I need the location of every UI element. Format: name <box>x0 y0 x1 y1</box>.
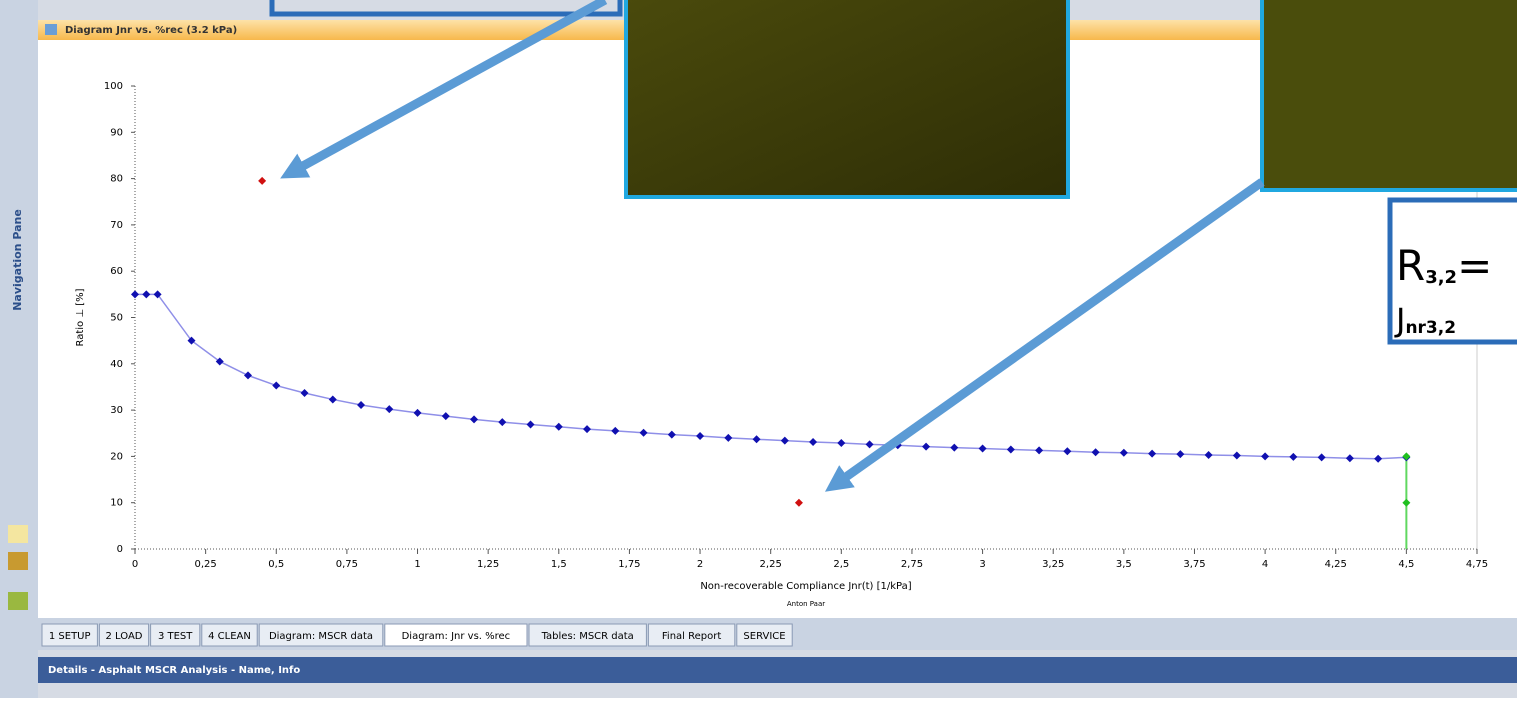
x-tick-label: 0,25 <box>194 559 216 570</box>
x-tick-label: 1,5 <box>551 559 567 570</box>
nav-icon[interactable] <box>8 552 28 570</box>
photo <box>1262 0 1517 190</box>
tab-label[interactable]: 3 TEST <box>158 631 193 642</box>
x-tick-label: 3,75 <box>1183 559 1205 570</box>
x-tick-label: 0,5 <box>268 559 284 570</box>
tab-label[interactable]: Tables: MSCR data <box>541 631 634 642</box>
nav-pane-label[interactable]: Navigation Pane <box>11 209 24 311</box>
y-tick-label: 80 <box>110 174 123 185</box>
tab-label[interactable]: Diagram: Jnr vs. %rec <box>402 631 511 642</box>
y-tick-label: 40 <box>110 359 123 370</box>
tab-label[interactable]: Diagram: MSCR data <box>269 631 373 642</box>
window-icon <box>45 24 57 35</box>
x-tick-label: 1 <box>414 559 420 570</box>
tab-label[interactable]: SERVICE <box>743 631 785 642</box>
x-tick-label: 3,25 <box>1042 559 1064 570</box>
x-tick-label: 4,25 <box>1325 559 1347 570</box>
y-tick-label: 90 <box>110 127 123 138</box>
tab-label[interactable]: 4 CLEAN <box>208 631 251 642</box>
tab-label[interactable]: Final Report <box>662 631 721 642</box>
y-tick-label: 10 <box>110 498 123 509</box>
y-tick-label: 70 <box>110 220 123 231</box>
y-tick-label: 100 <box>104 81 123 92</box>
photo <box>626 0 1068 197</box>
x-tick-label: 3 <box>979 559 985 570</box>
window-title: Diagram Jnr vs. %rec (3.2 kPa) <box>65 25 237 36</box>
x-tick-label: 0 <box>132 559 138 570</box>
tab-label[interactable]: 1 SETUP <box>49 631 91 642</box>
subtitle: Anton Paar <box>787 600 825 608</box>
x-tick-label: 4,5 <box>1398 559 1414 570</box>
x-tick-label: 4 <box>1262 559 1268 570</box>
y-tick-label: 30 <box>110 405 123 416</box>
x-tick-label: 1,25 <box>477 559 499 570</box>
x-tick-label: 2,5 <box>833 559 849 570</box>
x-tick-label: 2,75 <box>901 559 923 570</box>
y-axis-label: Ratio ⊥ [%] <box>75 288 86 346</box>
x-tick-label: 3,5 <box>1116 559 1132 570</box>
x-tick-label: 2 <box>697 559 703 570</box>
y-tick-label: 60 <box>110 266 123 277</box>
nav-icon[interactable] <box>8 525 28 543</box>
x-tick-label: 0,75 <box>336 559 358 570</box>
screen: Navigation Pane Diagram Jnr vs. %rec (3.… <box>0 0 1517 698</box>
y-tick-label: 0 <box>117 544 123 555</box>
y-tick-label: 20 <box>110 451 123 462</box>
y-tick-label: 50 <box>110 313 123 324</box>
x-tick-label: 2,25 <box>760 559 782 570</box>
tab-label[interactable]: 2 LOAD <box>106 631 143 642</box>
nav-icon[interactable] <box>8 592 28 610</box>
x-tick-label: 1,75 <box>618 559 640 570</box>
x-tick-label: 4,75 <box>1466 559 1488 570</box>
details-label[interactable]: Details - Asphalt MSCR Analysis - Name, … <box>48 665 300 676</box>
x-axis-label: Non-recoverable Compliance Jnr(t) [1/kPa… <box>700 581 911 592</box>
